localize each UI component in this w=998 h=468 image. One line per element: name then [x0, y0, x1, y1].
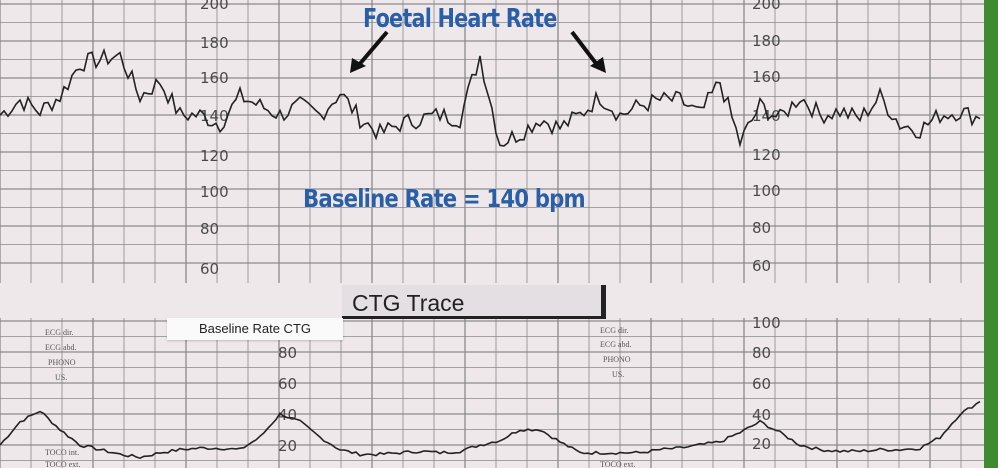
- arrow-right-head-icon: [590, 57, 606, 73]
- toco-tick-right: 60: [752, 375, 771, 393]
- sensor-label: ECG dir.: [600, 326, 628, 335]
- chart-title: Foetal Heart Rate: [363, 4, 557, 34]
- toco-tick-left: 20: [278, 437, 297, 455]
- sensor-labels-left: ECG dir. ECG abd. PHONO US. TOCO int. TO…: [45, 328, 80, 468]
- fhr-tick-right: 80: [752, 219, 771, 237]
- baseline-annotation: Baseline Rate = 140 bpm: [303, 184, 586, 213]
- toco-tick-right: 100: [752, 314, 781, 332]
- toco-tick-left: 80: [278, 344, 297, 362]
- fhr-tick-left: 160: [200, 69, 229, 87]
- sensor-label: US.: [55, 373, 67, 382]
- fhr-tick-right: 160: [752, 68, 781, 86]
- fhr-tick-left: 200: [200, 0, 229, 13]
- fhr-tick-left: 60: [200, 260, 219, 278]
- toco-tick-left: 60: [278, 375, 297, 393]
- sensor-label: ECG abd.: [600, 340, 632, 349]
- toco-tick-right: 80: [752, 344, 771, 362]
- toco-trace-line: [0, 400, 981, 460]
- fhr-tick-right: 100: [752, 182, 781, 200]
- fhr-tick-left: 180: [200, 34, 229, 52]
- sensor-label: ECG dir.: [45, 328, 73, 337]
- toco-label: TOCO int.: [45, 448, 79, 457]
- arrows: [350, 30, 606, 73]
- ctg-trace-label: CTG Trace: [342, 285, 606, 319]
- sensor-label: US.: [612, 370, 624, 379]
- fhr-tick-left: 120: [200, 147, 229, 165]
- toco-tick-right: 20: [752, 435, 771, 453]
- sensor-label: PHONO: [603, 355, 631, 364]
- fhr-tick-right: 180: [752, 32, 781, 50]
- sensor-labels-right: ECG dir. ECG abd. PHONO US. TOCO ext.: [600, 326, 635, 468]
- toco-tick-right: 40: [752, 406, 771, 424]
- traces: [0, 47, 981, 460]
- arrow-left-icon: [356, 30, 389, 68]
- toco-label: TOCO ext.: [45, 460, 80, 468]
- baseline-rate-ctg-label: Baseline Rate CTG: [167, 318, 343, 340]
- fhr-trace-line: [0, 47, 981, 148]
- arrow-right-icon: [570, 30, 600, 68]
- fhr-tick-right: 120: [752, 146, 781, 164]
- fhr-tick-left: 140: [200, 107, 229, 125]
- accent-bar: [984, 0, 998, 468]
- axis-ticks: 200 180 160 140 120 100 80 60 200 180 16…: [200, 0, 781, 455]
- fhr-tick-left: 100: [200, 183, 229, 201]
- arrow-left-head-icon: [350, 58, 366, 73]
- fhr-tick-right: 60: [752, 257, 771, 275]
- toco-tick-left: 40: [278, 406, 297, 424]
- toco-label: TOCO ext.: [600, 460, 635, 468]
- sensor-label: ECG abd.: [45, 343, 77, 352]
- fhr-tick-right: 200: [752, 0, 781, 13]
- fhr-tick-left: 80: [200, 220, 219, 238]
- sensor-label: PHONO: [48, 358, 76, 367]
